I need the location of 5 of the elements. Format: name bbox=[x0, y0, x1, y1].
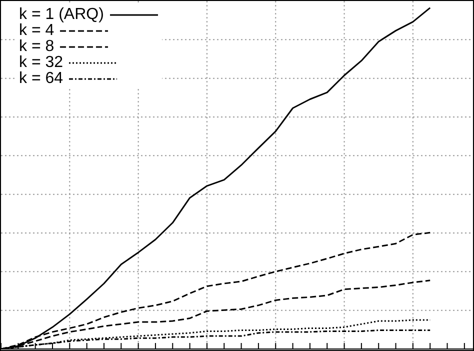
legend-label: k = 4 bbox=[19, 22, 54, 39]
legend-label: k = 32 bbox=[19, 54, 64, 71]
legend-label: k = 1 (ARQ) bbox=[19, 6, 104, 23]
legend-label: k = 8 bbox=[19, 38, 54, 55]
legend-label: k = 64 bbox=[19, 70, 64, 87]
